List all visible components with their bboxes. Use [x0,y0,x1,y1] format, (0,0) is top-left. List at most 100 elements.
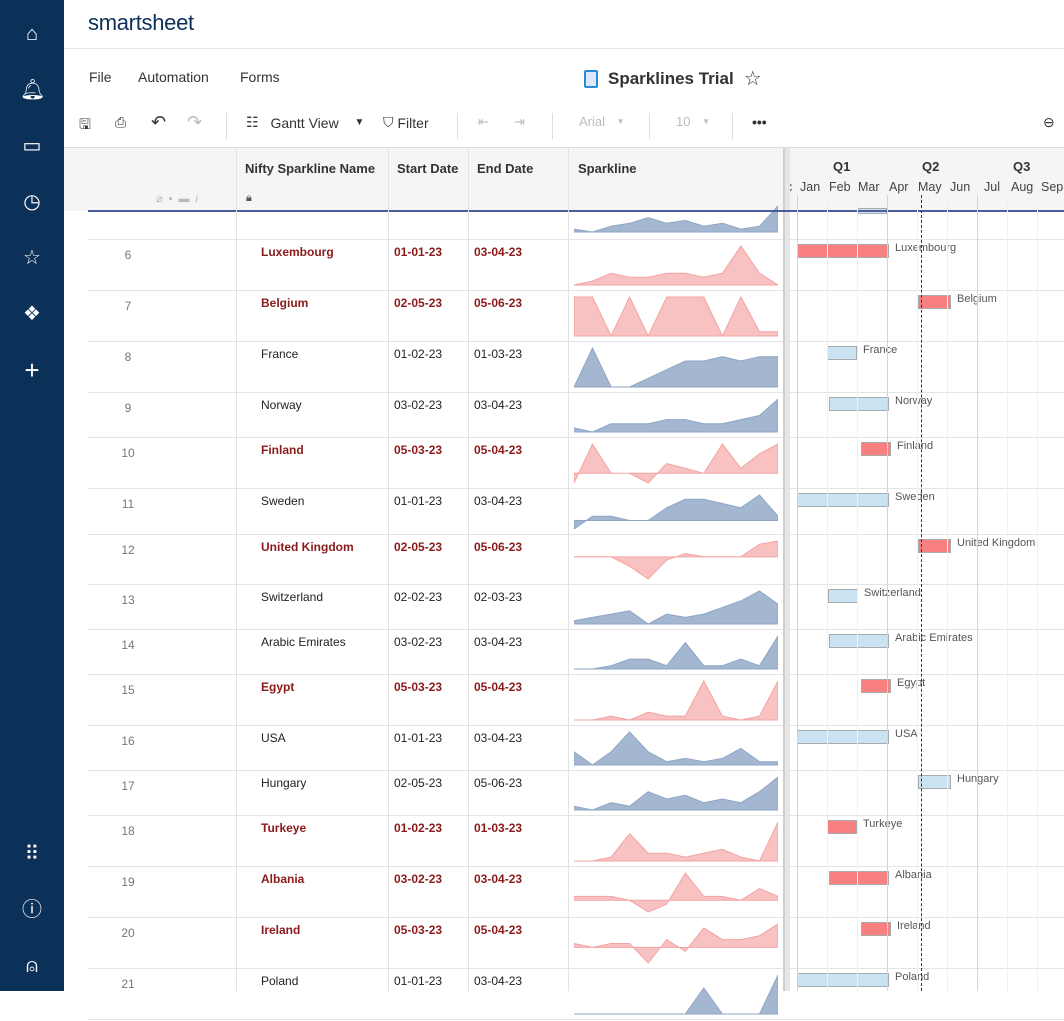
font-size-dropdown[interactable]: 10 ▼ [676,114,710,129]
name-cell[interactable]: Switzerland [261,590,324,604]
gantt-view-dropdown[interactable]: ☷ Gantt View ▼ [246,114,364,131]
end-date-cell[interactable]: 01-03-23 [474,821,523,835]
name-cell[interactable]: Norway [261,398,302,412]
menu-automation[interactable]: Automation [138,69,209,85]
start-date-cell[interactable]: 02-05-23 [394,540,443,554]
gantt-bar[interactable] [918,775,951,789]
table-row[interactable]: 12 United Kingdom 02-05-23 05-06-23 United K… [88,535,1064,585]
print-icon[interactable]: ⎙ [115,114,127,130]
undo-icon[interactable]: ↶ [151,112,167,132]
end-date-cell[interactable]: 03-04-23 [474,872,523,886]
end-date-cell[interactable]: 05-06-23 [474,776,523,790]
start-date-cell[interactable]: 03-02-23 [394,872,443,886]
start-date-cell[interactable]: 02-05-23 [394,296,443,310]
start-date-cell[interactable]: 01-02-23 [394,347,443,361]
gantt-bar[interactable] [918,539,951,553]
table-row[interactable]: 14 Arabic Emirates 03-02-23 03-04-23 Arabic … [88,630,1064,675]
solutions-icon[interactable]: ❖ [23,303,41,325]
gantt-bar[interactable] [827,820,857,834]
star-icon[interactable]: ☆ [23,247,41,269]
zoom-icon[interactable]: ⊖ [1043,114,1055,130]
start-date-cell[interactable]: 02-02-23 [394,590,443,604]
gantt-bar[interactable] [797,730,889,744]
start-date-cell[interactable]: 05-03-23 [394,443,443,457]
gantt-bar[interactable] [797,244,889,258]
account-icon[interactable]: ⍝ [26,955,38,977]
table-row[interactable]: 18 Turkeye 01-02-23 01-03-23 Turkeye [88,816,1064,867]
end-date-cell[interactable]: 03-04-23 [474,398,523,412]
name-cell[interactable]: Ireland [261,923,301,937]
start-date-cell[interactable]: 01-01-23 [394,245,443,259]
table-row[interactable]: 6 Luxembourg 01-01-23 03-04-23 Luxembourg [88,240,1064,291]
column-header-sparkline[interactable]: Sparkline [578,161,637,176]
help-icon[interactable]: ⓘ [22,899,42,921]
gantt-bar[interactable] [861,922,891,936]
end-date-cell[interactable]: 05-04-23 [474,680,523,694]
gantt-bar[interactable] [829,397,889,411]
name-cell[interactable]: Luxembourg [261,245,334,259]
column-header-name[interactable]: Nifty Sparkline Name [245,161,376,176]
gantt-bar[interactable] [827,346,857,360]
start-date-cell[interactable]: 05-03-23 [394,923,443,937]
end-date-cell[interactable]: 03-04-23 [474,635,523,649]
name-cell[interactable]: Belgium [261,296,309,310]
end-date-cell[interactable]: 01-03-23 [474,347,523,361]
start-date-cell[interactable]: 01-01-23 [394,731,443,745]
name-cell[interactable]: Hungary [261,776,307,790]
filter-button[interactable]: ⛉ Filter [383,114,429,131]
apps-grid-icon[interactable]: ⠿ [24,843,40,865]
start-date-cell[interactable]: 05-03-23 [394,680,443,694]
table-row[interactable]: 7 Belgium 02-05-23 05-06-23 Belgium [88,291,1064,342]
favorite-star-icon[interactable]: ☆ [743,68,762,90]
start-date-cell[interactable]: 01-01-23 [394,494,443,508]
name-cell[interactable]: United Kingdom [261,540,354,554]
name-cell[interactable]: USA [261,731,286,745]
table-row[interactable]: 20 Ireland 05-03-23 05-04-23 Ireland [88,918,1064,969]
name-cell[interactable]: Poland [261,974,299,988]
splitter[interactable] [783,148,790,991]
start-date-cell[interactable]: 01-01-23 [394,974,443,988]
name-cell[interactable]: Albania [261,872,305,886]
more-icon[interactable]: ••• [752,114,767,130]
indent-icon[interactable]: ⇥ [514,114,525,129]
table-row[interactable]: 19 Albania 03-02-23 03-04-23 Albania [88,867,1064,918]
end-date-cell[interactable]: 05-04-23 [474,443,523,457]
folder-icon[interactable]: ▭ [22,135,42,157]
gantt-bar[interactable] [797,973,889,987]
name-cell[interactable]: Egypt [261,680,295,694]
name-cell[interactable]: Turkeye [261,821,307,835]
end-date-cell[interactable]: 05-06-23 [474,540,523,554]
name-cell[interactable]: Sweden [261,494,305,508]
end-date-cell[interactable]: 05-04-23 [474,923,523,937]
gantt-bar[interactable] [861,679,891,693]
table-row[interactable]: 15 Egypt 05-03-23 05-04-23 Egypt [88,675,1064,726]
save-icon[interactable]: 🖫 [79,116,91,132]
gantt-bar[interactable] [828,589,858,603]
end-date-cell[interactable]: 03-04-23 [474,245,523,259]
table-row[interactable]: 13 Switzerland 02-02-23 02-03-23 Switzerland [88,585,1064,630]
end-date-cell[interactable]: 03-04-23 [474,494,523,508]
column-header-start[interactable]: Start Date [397,161,459,176]
table-row[interactable]: 8 France 01-02-23 01-03-23 France [88,342,1064,393]
outdent-icon[interactable]: ⇤ [478,114,489,129]
redo-icon[interactable]: ↷ [187,112,203,132]
table-row[interactable]: 16 USA 01-01-23 03-04-23 USA [88,726,1064,771]
gantt-bar[interactable] [861,442,891,456]
home-icon[interactable]: ⌂ [25,23,39,45]
font-dropdown[interactable]: Arial ▼ [579,114,625,129]
end-date-cell[interactable]: 03-04-23 [474,974,523,988]
name-cell[interactable]: France [261,347,299,361]
table-row[interactable]: 11 Sweden 01-01-23 03-04-23 Sweden [88,489,1064,535]
clock-icon[interactable]: ◷ [23,191,41,213]
table-row[interactable]: 10 Finland 05-03-23 05-04-23 Finland [88,438,1064,489]
column-header-end[interactable]: End Date [477,161,534,176]
end-date-cell[interactable]: 03-04-23 [474,731,523,745]
gantt-bar[interactable] [797,493,889,507]
end-date-cell[interactable]: 05-06-23 [474,296,523,310]
start-date-cell[interactable]: 02-05-23 [394,776,443,790]
bell-icon[interactable]: 🔔︎ [20,79,46,101]
end-date-cell[interactable]: 02-03-23 [474,590,523,604]
start-date-cell[interactable]: 01-02-23 [394,821,443,835]
table-row[interactable]: 9 Norway 03-02-23 03-04-23 Norway [88,393,1064,438]
